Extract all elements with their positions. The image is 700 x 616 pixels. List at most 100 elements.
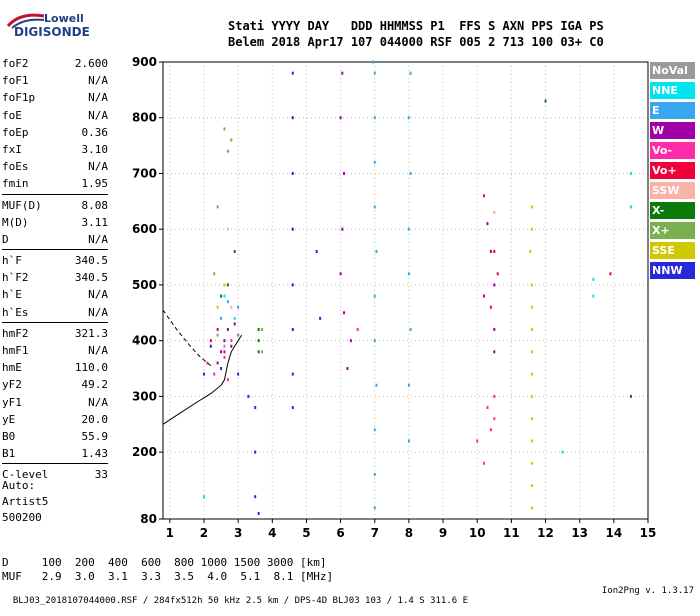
echo-point xyxy=(493,249,496,253)
echo-point xyxy=(530,417,533,421)
echo-point xyxy=(530,506,533,510)
param-name: yE xyxy=(2,412,16,426)
param-name: foF1 xyxy=(2,74,29,88)
param-row: h`E N/A xyxy=(2,286,108,303)
param-value: 49.2 xyxy=(81,378,109,392)
x-tick-label: 3 xyxy=(234,526,242,540)
y-tick-label: 500 xyxy=(132,278,157,292)
x-axis: 1 2 3 4 5 6 7 8 9 10 11 12 13 14 15 xyxy=(166,519,656,540)
y-tick-label: 800 xyxy=(132,111,157,125)
echo-point xyxy=(530,461,533,465)
echo-point xyxy=(373,160,376,164)
echo-point xyxy=(216,361,219,365)
param-name: C-level xyxy=(2,468,49,482)
param-name: h`Es xyxy=(2,305,29,319)
echo-point xyxy=(493,350,496,354)
echo-point xyxy=(530,484,533,488)
param-value: 2.600 xyxy=(74,57,108,70)
echo-point xyxy=(226,328,229,332)
echo-point xyxy=(544,99,547,103)
param-row: D N/A xyxy=(2,231,108,248)
legend-item: X- xyxy=(650,202,695,219)
param-name: h`F2 xyxy=(2,271,29,285)
legend-item: Vo+ xyxy=(650,162,695,179)
echo-point xyxy=(486,406,489,410)
echo-point xyxy=(530,305,533,309)
echo-point xyxy=(209,339,212,343)
param-value: 340.5 xyxy=(74,254,108,268)
x-tick-label: 7 xyxy=(371,526,379,540)
param-row: B0 55.9 xyxy=(2,428,108,445)
echo-point xyxy=(237,333,240,337)
x-tick-label: 14 xyxy=(605,526,622,540)
param-row: foE N/A xyxy=(2,107,108,124)
echo-point xyxy=(530,328,533,332)
x-tick-label: 5 xyxy=(302,526,310,540)
echo-point xyxy=(349,339,352,343)
param-value: N/A xyxy=(88,108,108,122)
echo-point xyxy=(592,277,595,281)
echo-point xyxy=(409,328,412,332)
echo-point xyxy=(230,305,233,309)
echo-point xyxy=(373,71,376,75)
param-row: hmF2 321.3 xyxy=(2,325,108,342)
x-tick-label: 9 xyxy=(439,526,447,540)
echo-point xyxy=(489,249,492,253)
echo-point xyxy=(206,361,209,365)
param-row: fxI 3.10 xyxy=(2,141,108,158)
echo-point xyxy=(375,383,378,387)
echo-point xyxy=(261,350,264,354)
echo-point xyxy=(483,294,486,298)
param-row: foF2 2.600 xyxy=(2,55,108,72)
legend-item: X+ xyxy=(650,222,695,239)
echo-point xyxy=(216,333,219,337)
param-name: M(D) xyxy=(2,215,29,229)
echo-point xyxy=(407,116,410,120)
echo-point xyxy=(291,372,294,376)
echo-point xyxy=(257,339,260,343)
echo-point xyxy=(339,116,342,120)
echo-point xyxy=(530,439,533,443)
echo-point xyxy=(319,316,322,320)
param-value: N/A xyxy=(88,344,108,357)
echo-point xyxy=(254,450,257,454)
footer-bar: BLJ03_2018107044000.RSF / 284fx512h 50 k… xyxy=(2,586,698,616)
echo-point xyxy=(291,283,294,287)
param-row: M(D) 3.11 xyxy=(2,214,108,231)
echo-point xyxy=(233,316,236,320)
param-row: foEp 0.36 xyxy=(2,124,108,141)
echo-point xyxy=(237,305,240,309)
echo-point xyxy=(237,372,240,376)
polarization-legend: NoVal NNE E W Vo- Vo+ SSW X- X+ SSE NNW xyxy=(650,62,695,282)
param-value: 0.36 xyxy=(81,125,109,139)
echo-point xyxy=(216,305,219,309)
param-value: N/A xyxy=(88,395,108,409)
echo-point xyxy=(230,339,233,343)
y-tick-label: 700 xyxy=(132,166,157,180)
echo-point xyxy=(530,350,533,354)
echo-point xyxy=(213,272,216,276)
digisonde-logo: Lowell DIGISONDE xyxy=(4,6,90,44)
distance-muf-table: D 100 200 400 600 800 1000 1500 3000 [km… xyxy=(2,556,333,584)
param-name: hmE xyxy=(2,361,22,375)
plot-frame xyxy=(162,61,649,520)
echo-point xyxy=(407,383,410,387)
echo-point xyxy=(291,406,294,410)
legend-item: Vo- xyxy=(650,142,695,159)
echo-point xyxy=(493,210,496,214)
echo-point xyxy=(530,394,533,398)
x-tick-label: 11 xyxy=(503,526,520,540)
echo-point xyxy=(223,339,226,343)
x-tick-label: 8 xyxy=(405,526,413,540)
footer-file-info: BLJ03_2018107044000.RSF / 284fx512h 50 k… xyxy=(12,596,468,606)
echo-point xyxy=(629,171,632,175)
echo-point xyxy=(530,372,533,376)
echo-point xyxy=(346,367,349,371)
echo-point xyxy=(216,205,219,209)
muf-row: MUF 2.9 3.0 3.1 3.3 3.5 4.0 5.1 8.1 [MHz… xyxy=(2,570,334,583)
y-tick-label: 600 xyxy=(132,222,157,236)
echo-point xyxy=(209,344,212,348)
echo-point xyxy=(409,171,412,175)
electron-density-profile xyxy=(162,334,243,425)
echo-point xyxy=(373,294,376,298)
